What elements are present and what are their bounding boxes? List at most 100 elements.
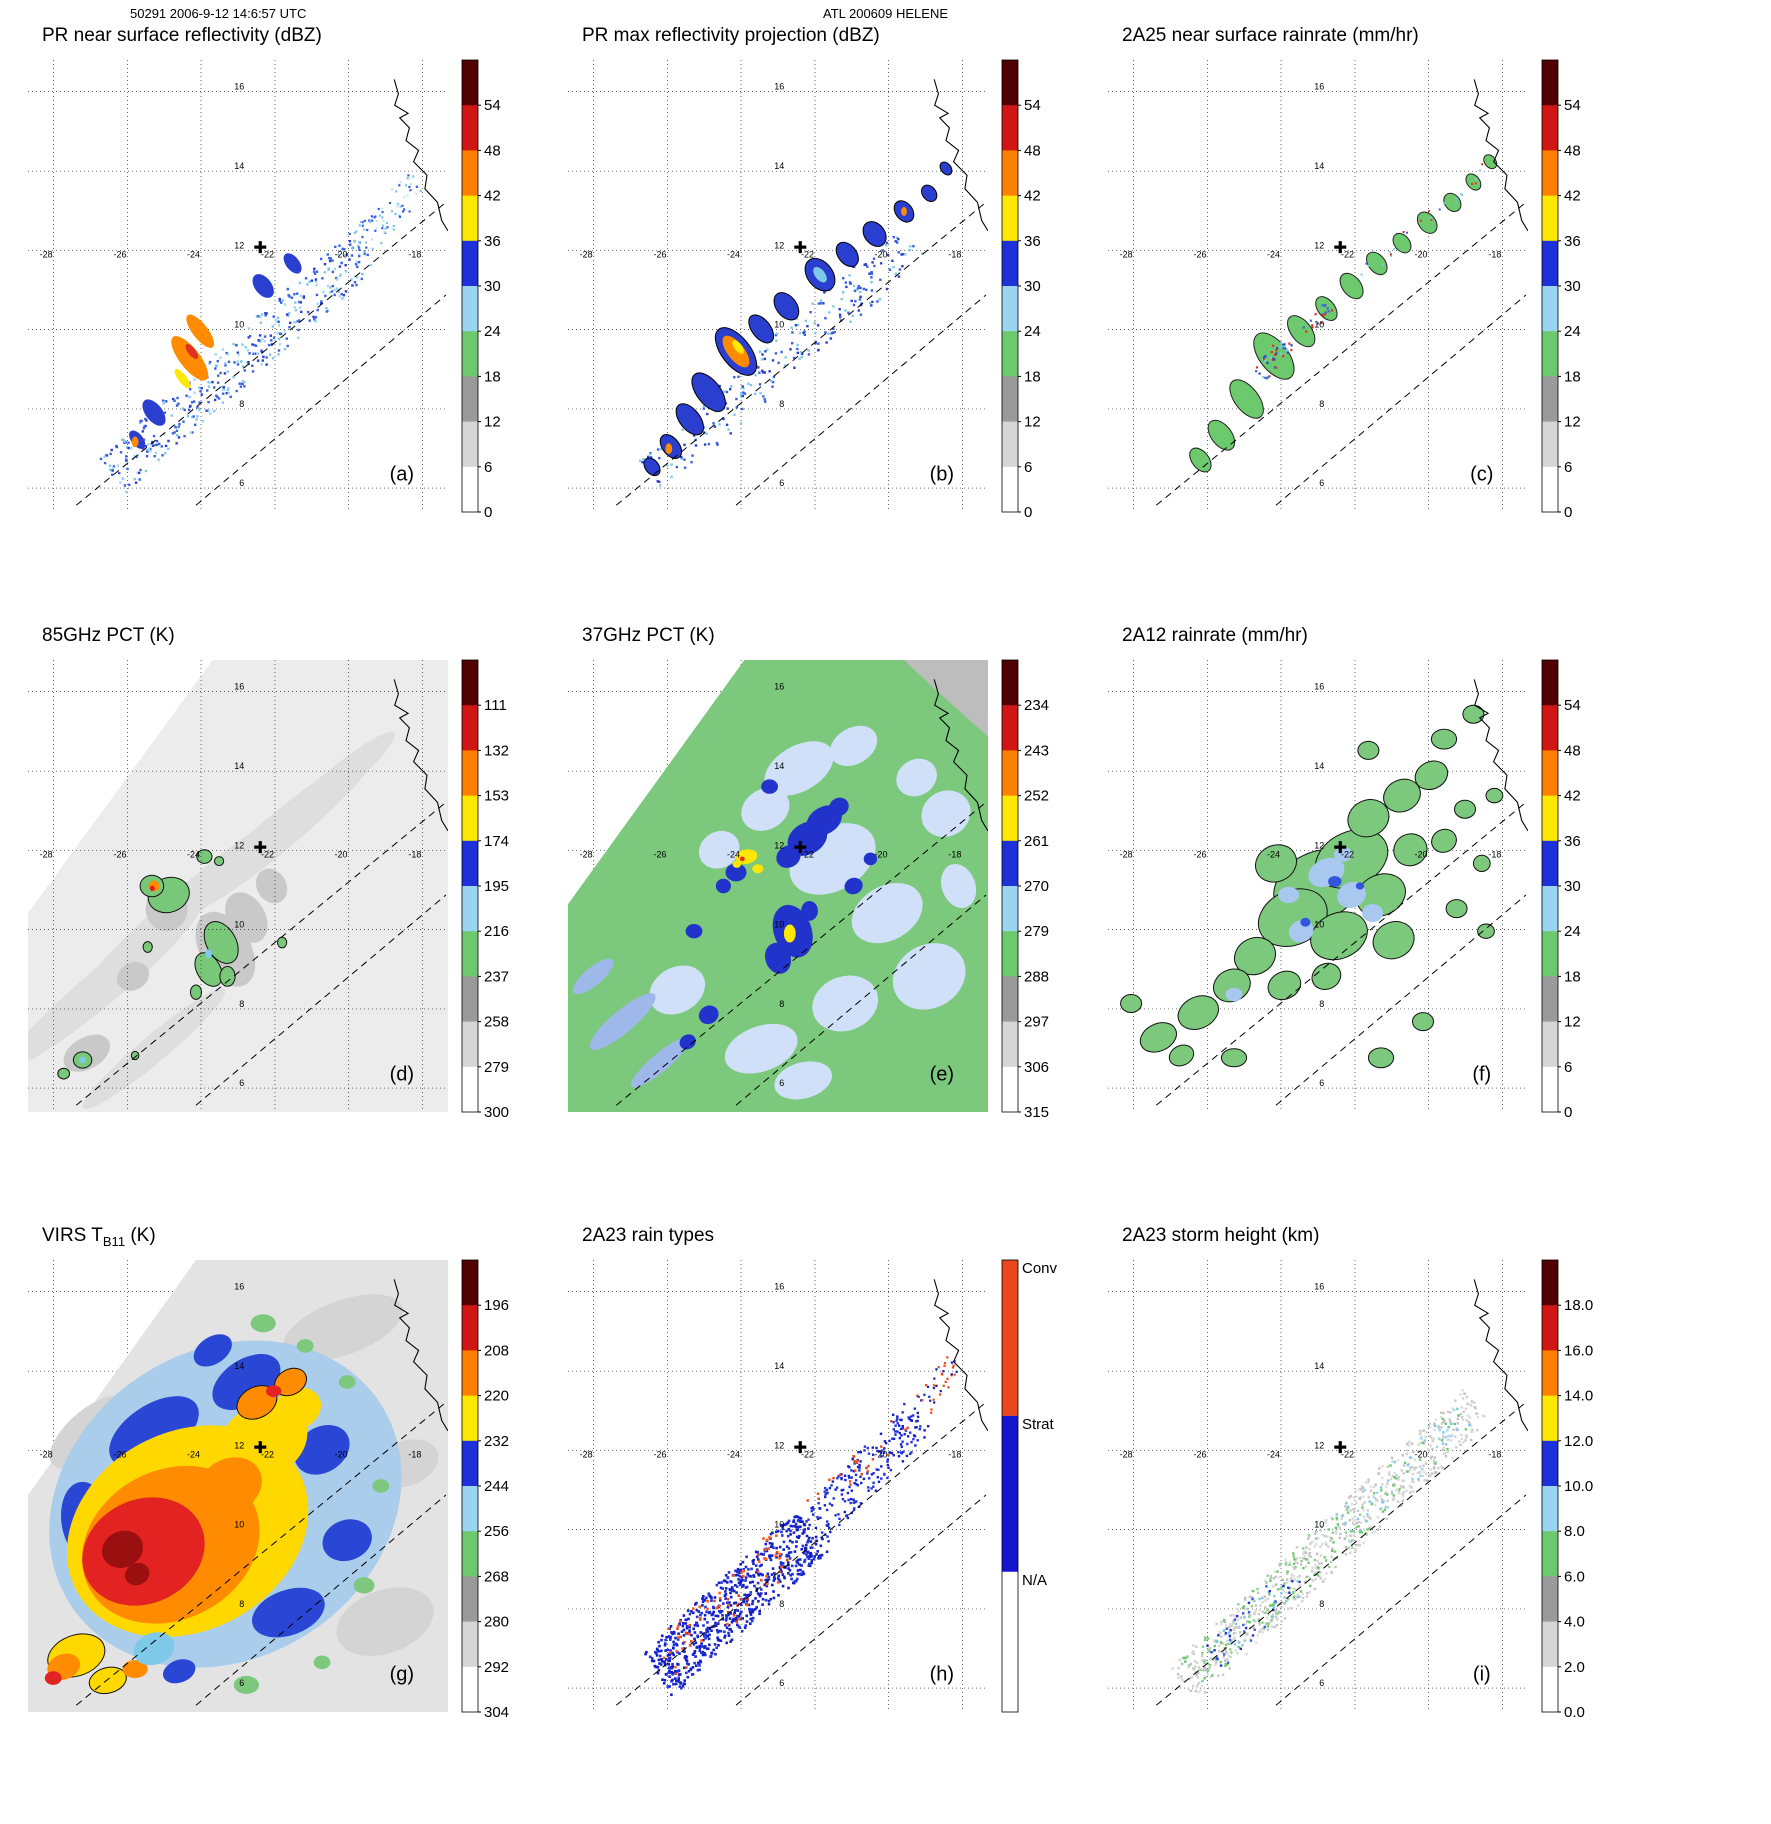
svg-text:12: 12 xyxy=(234,840,244,850)
storm-center-marker xyxy=(254,1441,267,1454)
svg-text:6: 6 xyxy=(1319,1078,1324,1088)
colorbar: 54 48 42 36 30 24 18 12 6 0 xyxy=(1541,59,1581,521)
svg-text:6: 6 xyxy=(239,1678,244,1688)
svg-text:16: 16 xyxy=(1314,82,1324,92)
svg-text:6: 6 xyxy=(239,478,244,488)
svg-text:12: 12 xyxy=(774,240,784,250)
svg-text:48: 48 xyxy=(484,142,501,159)
svg-text:16: 16 xyxy=(774,682,784,692)
svg-text:14: 14 xyxy=(1314,1361,1324,1371)
svg-text:8: 8 xyxy=(239,999,244,1009)
panel-g-title: VIRS TB11 (K) xyxy=(18,1224,538,1249)
svg-text:14: 14 xyxy=(234,1361,244,1371)
svg-text:12: 12 xyxy=(1564,1014,1581,1031)
panel-c: 2A25 near surface rainrate (mm/hr) -28 -2… xyxy=(1098,24,1618,624)
svg-text:14: 14 xyxy=(774,161,784,171)
gridlines xyxy=(1108,660,1528,1112)
svg-text:220: 220 xyxy=(484,1388,509,1405)
panel-i: 2A23 storm height (km) -28 -26 -24 -22 -20 -1… xyxy=(1098,1224,1618,1824)
coastline xyxy=(1473,79,1528,232)
svg-text:6: 6 xyxy=(239,1078,244,1088)
panel-f-title: 2A12 rainrate (mm/hr) xyxy=(1122,625,1308,646)
svg-text:132: 132 xyxy=(484,742,509,759)
panel-c-map: -28 -26 -24 -22 -20 -18 16 14 12 10 8 6 (c) 54 48 42 36 3… xyxy=(1108,59,1581,521)
svg-text:-28: -28 xyxy=(40,1450,53,1460)
gridlines xyxy=(568,60,988,512)
svg-text:10: 10 xyxy=(1314,919,1324,929)
svg-text:-18: -18 xyxy=(1488,850,1501,860)
svg-text:-24: -24 xyxy=(1267,850,1280,860)
svg-text:-26: -26 xyxy=(1193,250,1206,260)
svg-text:-24: -24 xyxy=(1267,250,1280,260)
svg-text:-22: -22 xyxy=(261,850,274,860)
svg-text:6: 6 xyxy=(779,1078,784,1088)
panel-c-title: 2A25 near surface rainrate (mm/hr) xyxy=(1122,25,1419,46)
svg-text:8: 8 xyxy=(779,999,784,1009)
axis-tick-labels: -28 -26 -24 -22 -20 -18 16 14 12 10 8 6 xyxy=(580,682,962,1088)
coastline xyxy=(933,79,988,232)
svg-text:36: 36 xyxy=(1564,833,1581,850)
coastline xyxy=(1473,1279,1528,1432)
storm-center-marker xyxy=(794,841,807,854)
svg-text:243: 243 xyxy=(1024,742,1049,759)
panel-letter: (i) xyxy=(1473,1663,1491,1685)
svg-text:-26: -26 xyxy=(653,250,666,260)
svg-text:208: 208 xyxy=(484,1342,509,1359)
svg-text:-22: -22 xyxy=(261,250,274,260)
coastline xyxy=(933,1279,988,1432)
map-data xyxy=(1171,1389,1486,1694)
svg-text:14: 14 xyxy=(774,1361,784,1371)
map-data xyxy=(28,660,448,1112)
colorbar: 234 243 252 261 270 279 288 297 306 315 xyxy=(1001,659,1049,1121)
axis-tick-labels: -28 -26 -24 -22 -20 -18 16 14 12 10 8 6 xyxy=(1120,682,1502,1088)
storm-center-marker xyxy=(794,241,807,254)
panel-e-title: 37GHz PCT (K) xyxy=(582,625,715,646)
svg-text:234: 234 xyxy=(1024,697,1049,714)
svg-text:48: 48 xyxy=(1564,742,1581,759)
svg-text:16: 16 xyxy=(234,1282,244,1292)
svg-text:-28: -28 xyxy=(580,850,593,860)
panel-e-map: -28 -26 -24 -22 -20 -18 16 14 12 10 8 6 (e) 234 243 252… xyxy=(568,659,1049,1121)
swath-edge-lines xyxy=(1155,801,1527,1106)
svg-text:54: 54 xyxy=(1564,97,1581,114)
svg-text:30: 30 xyxy=(1564,878,1581,895)
svg-text:14: 14 xyxy=(1314,761,1324,771)
svg-text:12: 12 xyxy=(484,414,501,431)
svg-text:30: 30 xyxy=(484,278,501,295)
storm-center-marker xyxy=(254,241,267,254)
coastline xyxy=(933,679,988,832)
svg-text:42: 42 xyxy=(1024,188,1041,205)
map-data xyxy=(639,161,953,487)
swath-edge-lines xyxy=(615,1401,987,1706)
panel-h-map: -28 -26 -24 -22 -20 -18 16 14 12 10 8 6 (h) Conv Strat… xyxy=(568,1259,1058,1713)
svg-text:-28: -28 xyxy=(40,850,53,860)
svg-text:Conv: Conv xyxy=(1022,1260,1058,1277)
svg-text:N/A: N/A xyxy=(1022,1572,1047,1589)
storm-name-header: ATL 200609 HELENE xyxy=(822,6,949,21)
panel-letter: (h) xyxy=(930,1663,954,1685)
panel-h: 2A23 rain types -28 -26 -24 -22 -20 -18 16 14 12… xyxy=(558,1224,1078,1824)
svg-text:-22: -22 xyxy=(261,1450,274,1460)
svg-text:8.0: 8.0 xyxy=(1564,1523,1585,1540)
svg-text:-26: -26 xyxy=(113,1450,126,1460)
colorbar: 54 48 42 36 30 24 18 12 6 0 xyxy=(461,59,501,521)
swath-edge-lines xyxy=(75,201,447,506)
svg-text:24: 24 xyxy=(1564,923,1581,940)
panel-letter: (c) xyxy=(1470,463,1493,485)
svg-text:24: 24 xyxy=(1024,323,1041,340)
svg-text:12: 12 xyxy=(1314,840,1324,850)
svg-text:-26: -26 xyxy=(1193,1450,1206,1460)
panel-letter: (g) xyxy=(390,1663,414,1685)
svg-text:-18: -18 xyxy=(408,250,421,260)
svg-text:-18: -18 xyxy=(948,1450,961,1460)
gridlines xyxy=(28,660,448,1112)
svg-text:300: 300 xyxy=(484,1104,509,1121)
svg-text:10: 10 xyxy=(1314,319,1324,329)
svg-text:-20: -20 xyxy=(874,1450,887,1460)
svg-text:174: 174 xyxy=(484,833,509,850)
svg-text:6: 6 xyxy=(1319,478,1324,488)
svg-text:232: 232 xyxy=(484,1433,509,1450)
svg-text:297: 297 xyxy=(1024,1014,1049,1031)
svg-text:14: 14 xyxy=(1314,161,1324,171)
